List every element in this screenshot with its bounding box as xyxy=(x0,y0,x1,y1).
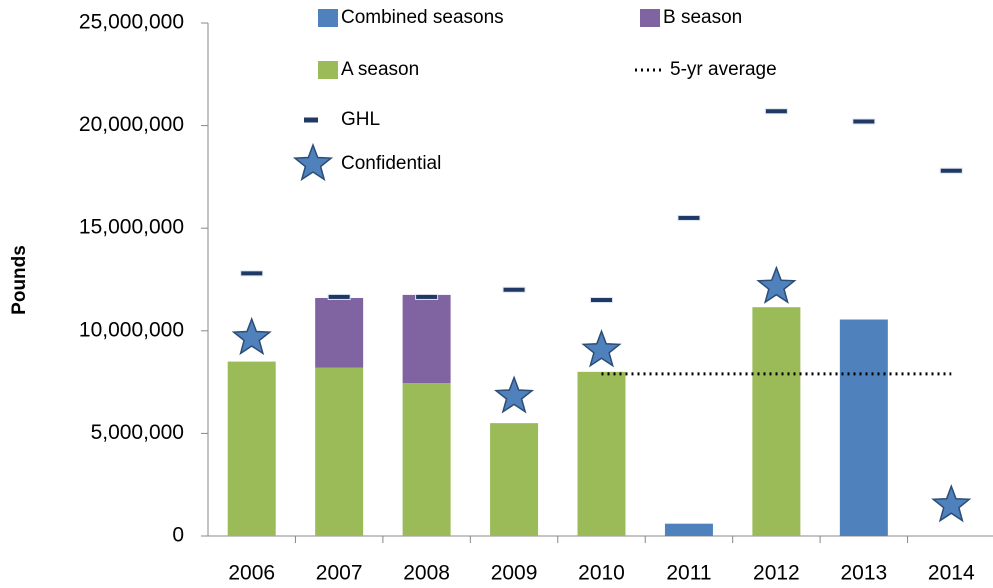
ghl-marker xyxy=(590,297,613,304)
legend-swatch xyxy=(304,117,318,123)
ghl-marker xyxy=(852,118,876,125)
legend-label: Confidential xyxy=(341,153,441,174)
confidential-star xyxy=(231,316,272,356)
x-tick-label: 2006 xyxy=(228,562,275,585)
legend-swatch xyxy=(318,9,338,27)
bar xyxy=(402,294,451,384)
ghl-marker xyxy=(502,286,526,293)
bar xyxy=(752,307,801,536)
ghl-marker xyxy=(327,293,351,300)
legend-swatch xyxy=(640,9,660,27)
y-tick-label: 25,000,000 xyxy=(79,11,184,34)
legend-label: B season xyxy=(663,7,742,28)
bar xyxy=(315,367,364,536)
confidential-star xyxy=(581,329,622,368)
legend-swatch xyxy=(318,61,338,79)
confidential-star xyxy=(756,265,797,304)
ghl-marker xyxy=(240,270,264,277)
y-tick-label: 0 xyxy=(172,524,184,547)
legend-swatch xyxy=(292,142,334,182)
x-tick-label: 2014 xyxy=(928,562,975,585)
y-axis-label: Pounds xyxy=(9,245,30,315)
bar xyxy=(664,523,713,536)
ghl-marker xyxy=(415,293,439,300)
ghl-marker xyxy=(677,214,701,221)
bar xyxy=(839,319,888,536)
x-tick-label: 2009 xyxy=(491,562,538,585)
x-tick-label: 2013 xyxy=(840,562,887,585)
y-tick-label: 5,000,000 xyxy=(91,421,184,444)
legend-label: 5-yr average xyxy=(670,59,777,80)
legend-label: A season xyxy=(341,59,419,80)
legend-label: Combined seasons xyxy=(341,7,504,28)
bar xyxy=(315,297,364,368)
x-tick-label: 2008 xyxy=(403,562,450,585)
ghl-marker xyxy=(939,167,963,174)
confidential-star xyxy=(931,484,972,523)
x-tick-label: 2007 xyxy=(316,562,363,585)
bar xyxy=(490,423,539,536)
y-tick-label: 15,000,000 xyxy=(79,216,184,239)
legend-label: GHL xyxy=(341,109,380,130)
y-tick-label: 20,000,000 xyxy=(79,113,184,136)
x-tick-label: 2012 xyxy=(753,562,800,585)
x-tick-label: 2011 xyxy=(666,562,711,585)
ghl-marker xyxy=(764,108,788,115)
x-tick-label: 2010 xyxy=(578,562,625,585)
bar xyxy=(577,371,626,536)
confidential-star xyxy=(493,375,535,414)
y-tick-label: 10,000,000 xyxy=(79,318,184,341)
bar xyxy=(227,361,276,536)
bar xyxy=(402,383,451,536)
